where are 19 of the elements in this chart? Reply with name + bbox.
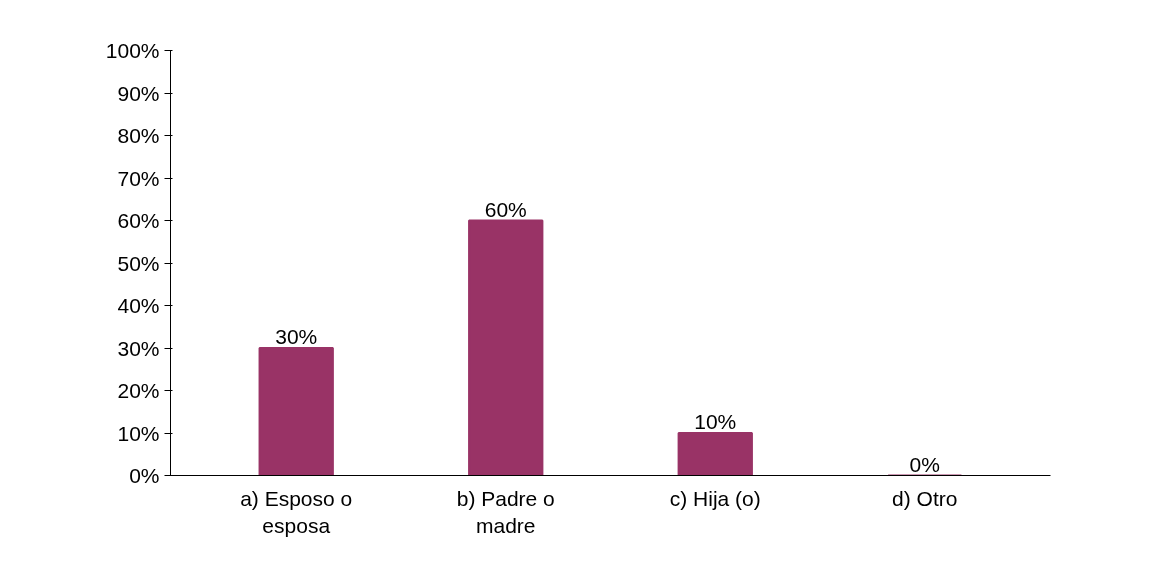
data-label: 30% <box>275 325 318 348</box>
y-tick-label: 60% <box>117 209 160 232</box>
y-tick-label: 90% <box>117 81 160 105</box>
y-tick-label: 30% <box>117 336 160 360</box>
y-tick-label: 70% <box>117 166 160 190</box>
y-tick-label: 0% <box>129 464 160 487</box>
y-tick-label: 50% <box>117 251 160 275</box>
x-tick-label: c) Hija (o) <box>669 486 761 510</box>
x-tick-label: a) Esposo o esposa <box>240 486 353 538</box>
y-tick-label: 40% <box>117 294 160 317</box>
y-tick-label: 20% <box>117 379 160 402</box>
y-tick-label: 100% <box>105 39 160 62</box>
y-tick-label: 10% <box>117 421 160 445</box>
data-label: 0% <box>909 452 940 476</box>
y-tick-label: 80% <box>117 124 160 147</box>
x-tick-label: b) Padre o madre <box>456 486 555 538</box>
x-tick-label: d) Otro <box>892 486 958 510</box>
data-label: 10% <box>694 410 737 433</box>
data-label: 60% <box>484 197 527 221</box>
